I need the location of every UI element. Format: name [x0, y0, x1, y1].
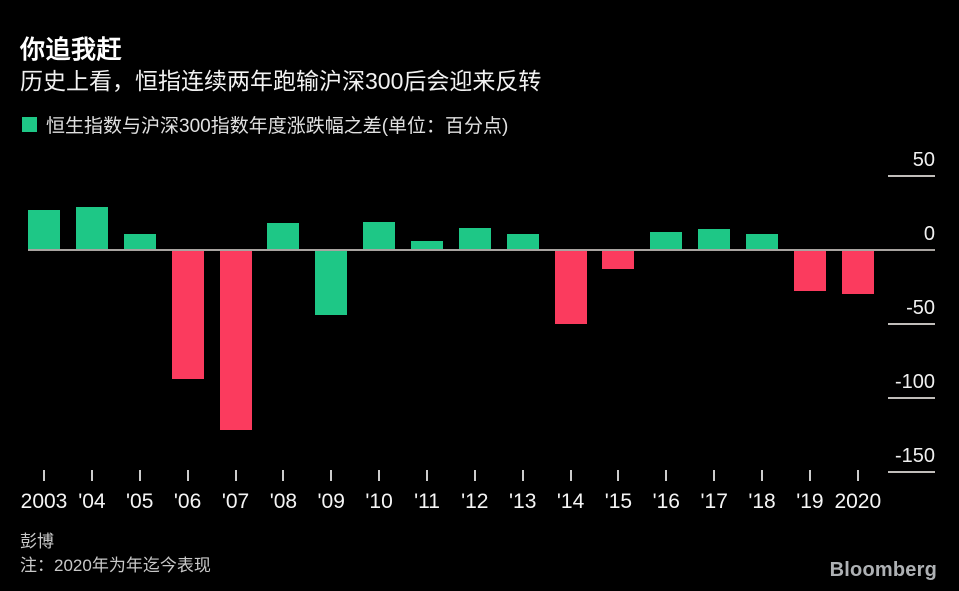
y-axis-label-0: 0: [923, 223, 935, 245]
x-axis-label-16: '16: [652, 490, 680, 513]
bar-2020: [841, 250, 874, 295]
bar-18: [746, 233, 778, 250]
x-axis-label-17: '17: [700, 490, 728, 513]
bar-08: [267, 223, 300, 250]
x-axis-tick-14: [569, 470, 572, 481]
y-axis-tick-line--50: [888, 322, 935, 325]
bar-09: [315, 250, 348, 315]
bloomberg-logo: Bloomberg: [829, 559, 937, 581]
x-axis-tick-04: [90, 470, 93, 481]
bar-07: [219, 250, 252, 431]
x-axis-label-2003: 2003: [20, 490, 68, 513]
bar-04: [75, 207, 108, 250]
x-axis-tick-06: [186, 470, 189, 481]
x-axis-label-05: '05: [126, 490, 154, 513]
y-axis-tick-line-50: [888, 175, 935, 178]
x-axis-label-13: '13: [509, 490, 537, 513]
legend: 恒生指数与沪深300指数年度涨跌幅之差(单位：百分点): [22, 111, 508, 138]
x-axis-tick-10: [378, 470, 381, 481]
x-axis-tick-12: [473, 470, 476, 481]
bar-10: [363, 221, 396, 250]
x-axis-label-18: '18: [748, 490, 776, 513]
bar-06: [171, 250, 204, 379]
x-axis-tick-19: [808, 470, 811, 481]
y-axis-label--50: -50: [906, 296, 935, 319]
x-axis-label-15: '15: [604, 490, 633, 513]
bar-2003: [28, 210, 60, 250]
y-axis-tick-line--150: [888, 470, 935, 473]
bar-14: [554, 250, 587, 324]
x-axis-tick-16: [665, 470, 668, 481]
source-text: 彭博: [20, 532, 54, 551]
y-axis-label--100: -100: [894, 370, 935, 393]
x-axis-label-11: '11: [414, 490, 440, 513]
x-axis-label-07: '07: [221, 490, 250, 513]
x-axis-label-10: '10: [365, 490, 393, 513]
bar-17: [698, 229, 731, 250]
x-axis-tick-2020: [856, 470, 859, 481]
x-axis-label-19: '19: [796, 490, 824, 513]
x-axis-tick-05: [138, 470, 141, 481]
x-axis-label-06: '06: [173, 490, 202, 513]
chart-title: 你追我赶: [20, 36, 123, 64]
chart-subtitle: 历史上看，恒指连续两年跑输沪深300后会迎来反转: [20, 68, 542, 94]
x-axis-tick-17: [713, 470, 716, 481]
x-axis-tick-11: [426, 470, 428, 481]
x-axis-label-12: '12: [461, 490, 489, 513]
x-axis-tick-18: [761, 470, 763, 481]
x-axis-tick-13: [521, 470, 524, 481]
x-axis-label-2020: 2020: [834, 490, 882, 513]
bar-16: [650, 232, 683, 250]
x-axis-tick-15: [617, 470, 620, 481]
x-axis-tick-2003: [43, 470, 45, 481]
y-axis-label-50: 50: [912, 149, 935, 172]
bar-12: [458, 227, 491, 250]
x-axis-tick-08: [282, 470, 285, 481]
bar-15: [602, 250, 635, 270]
x-axis-label-14: '14: [556, 490, 585, 513]
x-axis-label-04: '04: [78, 490, 106, 513]
note-text: 注：2020年为年迄今表现: [20, 556, 211, 575]
bar-05: [123, 233, 156, 250]
bar-13: [506, 233, 539, 250]
legend-label: 恒生指数与沪深300指数年度涨跌幅之差(单位：百分点): [46, 116, 509, 137]
x-axis-tick-09: [330, 470, 333, 481]
bar-19: [793, 250, 826, 292]
x-axis-tick-07: [234, 470, 237, 481]
legend-swatch-icon: [22, 117, 37, 132]
x-axis-label-08: '08: [269, 490, 298, 513]
y-axis-label--150: -150: [894, 444, 935, 467]
y-axis-tick-line--100: [888, 396, 935, 399]
zero-axis-line: [28, 249, 935, 251]
bar-11: [411, 241, 443, 250]
x-axis-label-09: '09: [317, 490, 345, 513]
